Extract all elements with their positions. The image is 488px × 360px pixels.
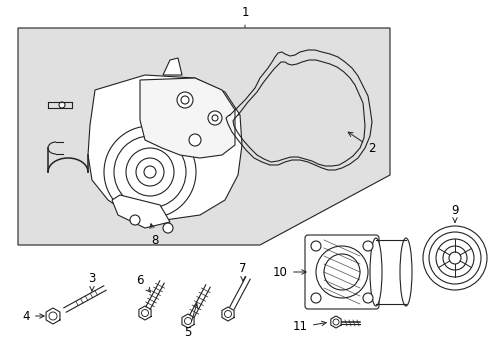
Text: 1: 1 <box>241 6 248 27</box>
Text: 11: 11 <box>292 320 325 333</box>
Circle shape <box>184 318 191 324</box>
Polygon shape <box>88 75 242 220</box>
Text: 3: 3 <box>88 271 96 291</box>
Circle shape <box>448 252 460 264</box>
Circle shape <box>310 293 320 303</box>
Circle shape <box>324 254 359 290</box>
FancyBboxPatch shape <box>305 235 378 309</box>
Circle shape <box>126 148 174 196</box>
Circle shape <box>141 310 148 316</box>
Circle shape <box>310 241 320 251</box>
Circle shape <box>315 246 367 298</box>
Circle shape <box>143 166 156 178</box>
Text: 7: 7 <box>239 261 246 281</box>
Circle shape <box>136 158 163 186</box>
Circle shape <box>59 102 65 108</box>
Text: 4: 4 <box>22 310 44 323</box>
Circle shape <box>422 226 486 290</box>
Circle shape <box>362 241 372 251</box>
Circle shape <box>189 134 201 146</box>
Circle shape <box>114 136 185 208</box>
Ellipse shape <box>369 238 381 306</box>
Text: 9: 9 <box>450 203 458 222</box>
Circle shape <box>224 310 231 318</box>
Circle shape <box>177 92 193 108</box>
Polygon shape <box>140 78 235 158</box>
Circle shape <box>49 312 57 320</box>
Circle shape <box>435 239 473 277</box>
Circle shape <box>104 126 196 218</box>
Text: 5: 5 <box>184 304 197 339</box>
Polygon shape <box>112 195 170 228</box>
Circle shape <box>362 293 372 303</box>
Circle shape <box>428 232 480 284</box>
Polygon shape <box>163 58 182 75</box>
Ellipse shape <box>399 238 411 306</box>
Circle shape <box>181 96 189 104</box>
Text: 10: 10 <box>273 266 305 279</box>
Text: 6: 6 <box>136 274 150 292</box>
Circle shape <box>207 111 222 125</box>
Polygon shape <box>18 28 389 245</box>
Circle shape <box>130 215 140 225</box>
Text: 8: 8 <box>149 224 159 247</box>
Circle shape <box>163 223 173 233</box>
Circle shape <box>212 115 218 121</box>
Circle shape <box>442 246 466 270</box>
Text: 2: 2 <box>347 132 375 154</box>
Circle shape <box>332 319 338 325</box>
